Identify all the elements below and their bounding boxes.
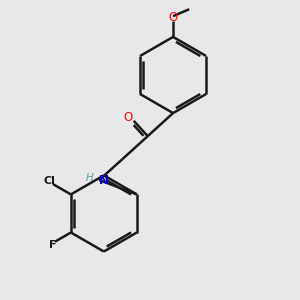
Text: F: F: [49, 240, 56, 250]
Text: O: O: [123, 111, 133, 124]
Text: O: O: [169, 11, 178, 24]
Text: N: N: [99, 173, 109, 187]
Text: H: H: [86, 173, 94, 183]
Text: Cl: Cl: [44, 176, 56, 186]
